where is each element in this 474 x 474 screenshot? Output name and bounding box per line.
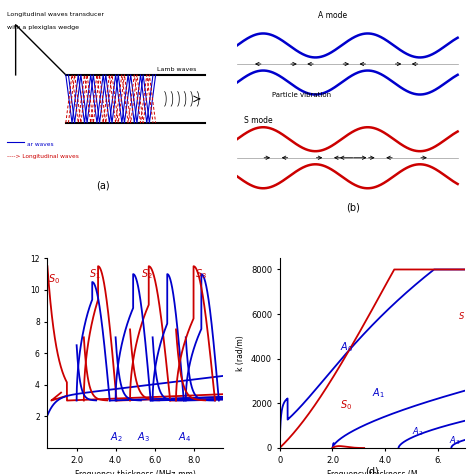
Text: Lamb waves: Lamb waves [157,66,197,72]
Text: $A_3$: $A_3$ [449,435,460,447]
Text: $S$: $S$ [458,310,465,320]
Text: $A_1$: $A_1$ [372,387,385,401]
Text: $S_2$: $S_2$ [141,267,153,281]
Y-axis label: k (rad/m): k (rad/m) [237,335,246,371]
X-axis label: Frequency-thickness (MHz-mm): Frequency-thickness (MHz-mm) [74,470,196,474]
Text: Particle vibration: Particle vibration [272,91,331,98]
Text: $S_0$: $S_0$ [340,398,353,411]
Text: ar waves: ar waves [27,142,53,147]
Text: Longitudinal waves transducer: Longitudinal waves transducer [7,12,104,17]
Text: $A_2$: $A_2$ [110,430,122,444]
Text: A mode: A mode [319,11,347,20]
Text: S mode: S mode [244,116,273,125]
Text: (a): (a) [96,180,109,190]
Text: $S_3$: $S_3$ [194,267,207,281]
Text: $S_1$: $S_1$ [89,267,101,281]
X-axis label: Frequency-thickness (M: Frequency-thickness (M [327,470,417,474]
Text: $S_0$: $S_0$ [48,272,61,286]
Text: ----> Longitudinal waves: ----> Longitudinal waves [7,154,79,159]
Text: $A_4$: $A_4$ [178,430,191,444]
Text: $A_2$: $A_2$ [412,426,423,438]
Text: with a plexiglas wedge: with a plexiglas wedge [7,25,79,30]
Text: (b): (b) [346,202,360,212]
Text: (d): (d) [365,467,379,474]
Text: $A_0$: $A_0$ [340,340,354,354]
Text: $A_3$: $A_3$ [137,430,150,444]
